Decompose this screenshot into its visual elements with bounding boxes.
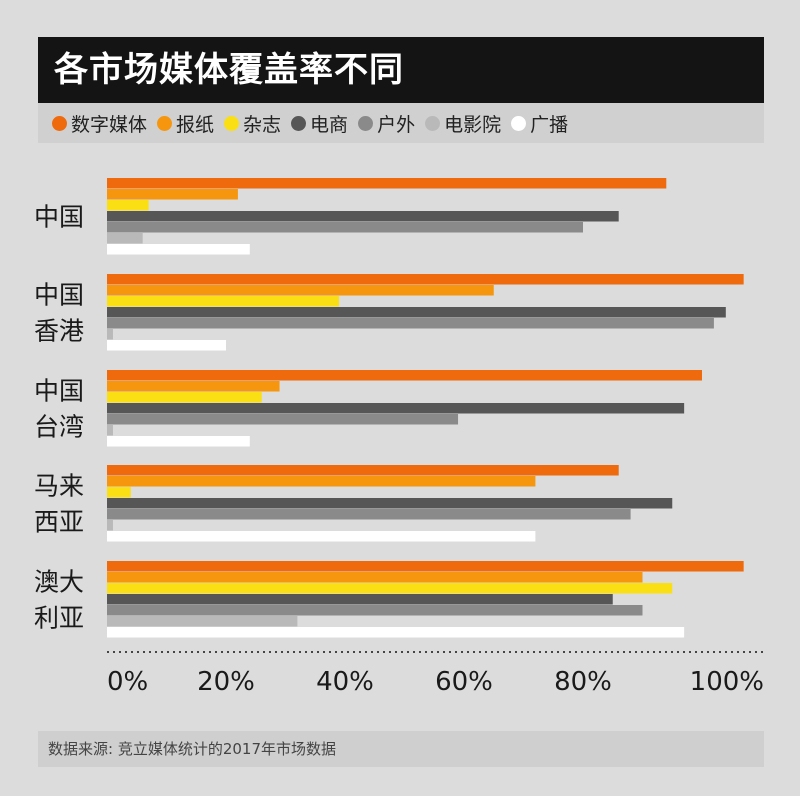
legend-item: 户外 — [358, 110, 415, 137]
legend-swatch — [291, 115, 307, 131]
legend-item: 杂志 — [224, 110, 281, 137]
bar — [107, 627, 685, 638]
x-tick-label: 80% — [554, 667, 612, 697]
category-label: 中国 — [34, 377, 84, 406]
bar — [107, 509, 631, 520]
legend-item: 数字媒体 — [52, 110, 147, 137]
bar — [107, 329, 113, 340]
bar — [107, 520, 113, 531]
legend-item: 广播 — [511, 110, 568, 137]
bar — [107, 244, 250, 255]
x-tick-label: 20% — [197, 667, 255, 697]
bar — [107, 583, 673, 594]
bar — [107, 403, 685, 414]
bar — [107, 561, 744, 572]
bar — [107, 436, 250, 447]
bar — [107, 594, 613, 605]
bar — [107, 274, 744, 285]
bar — [107, 307, 726, 318]
legend-label: 数字媒体 — [71, 113, 148, 136]
legend-item: 电商 — [291, 110, 348, 137]
legend-label: 报纸 — [176, 113, 215, 136]
bar — [107, 296, 340, 307]
category-label: 香港 — [34, 317, 84, 346]
legend-swatch — [224, 115, 240, 131]
legend-label: 电商 — [310, 113, 349, 136]
bar — [107, 425, 113, 436]
legend-swatch — [157, 115, 173, 131]
legend-swatch — [511, 115, 527, 131]
bar — [107, 487, 131, 498]
bar — [107, 381, 280, 392]
category-label: 利亚 — [34, 604, 84, 633]
category-label: 西亚 — [34, 508, 84, 537]
category-label: 中国 — [34, 281, 84, 310]
bar — [107, 414, 459, 425]
bar — [107, 178, 667, 189]
bar — [107, 318, 714, 329]
bar — [107, 465, 619, 476]
bar — [107, 498, 673, 509]
bar — [107, 285, 494, 296]
bar — [107, 616, 298, 627]
bar — [107, 200, 149, 211]
legend-swatch — [52, 115, 67, 131]
x-tick-label: 60% — [435, 667, 493, 697]
legend-label: 杂志 — [243, 113, 282, 136]
bar — [107, 531, 536, 542]
x-tick-label: 100% — [690, 667, 764, 697]
legend-label: 电影院 — [444, 113, 502, 136]
chart-title: 各市场媒体覆盖率不同 — [38, 37, 764, 103]
x-tick-label: 40% — [316, 667, 374, 697]
bar — [107, 222, 583, 233]
category-label: 马来 — [34, 472, 84, 501]
category-label: 澳大 — [34, 568, 84, 597]
x-tick-label: 0% — [107, 667, 148, 697]
source-note: 数据来源: 竞立媒体统计的2017年市场数据 — [38, 731, 764, 767]
legend-label: 户外 — [377, 113, 416, 136]
bar — [107, 370, 702, 381]
bar — [107, 476, 536, 487]
bar — [107, 233, 143, 244]
category-label: 中国 — [34, 203, 84, 232]
bar — [107, 211, 619, 222]
bar — [107, 340, 226, 351]
legend: 数字媒体 报纸 杂志 电商 户外 电影院 广播 — [38, 103, 764, 143]
legend-swatch — [425, 115, 441, 131]
legend-item: 报纸 — [157, 110, 214, 137]
bar — [107, 605, 643, 616]
bar — [107, 572, 643, 583]
category-label: 台湾 — [34, 413, 84, 442]
bar — [107, 392, 262, 403]
legend-item: 电影院 — [425, 110, 501, 137]
bar — [107, 189, 238, 200]
legend-swatch — [358, 115, 374, 131]
legend-label: 广播 — [530, 113, 569, 136]
